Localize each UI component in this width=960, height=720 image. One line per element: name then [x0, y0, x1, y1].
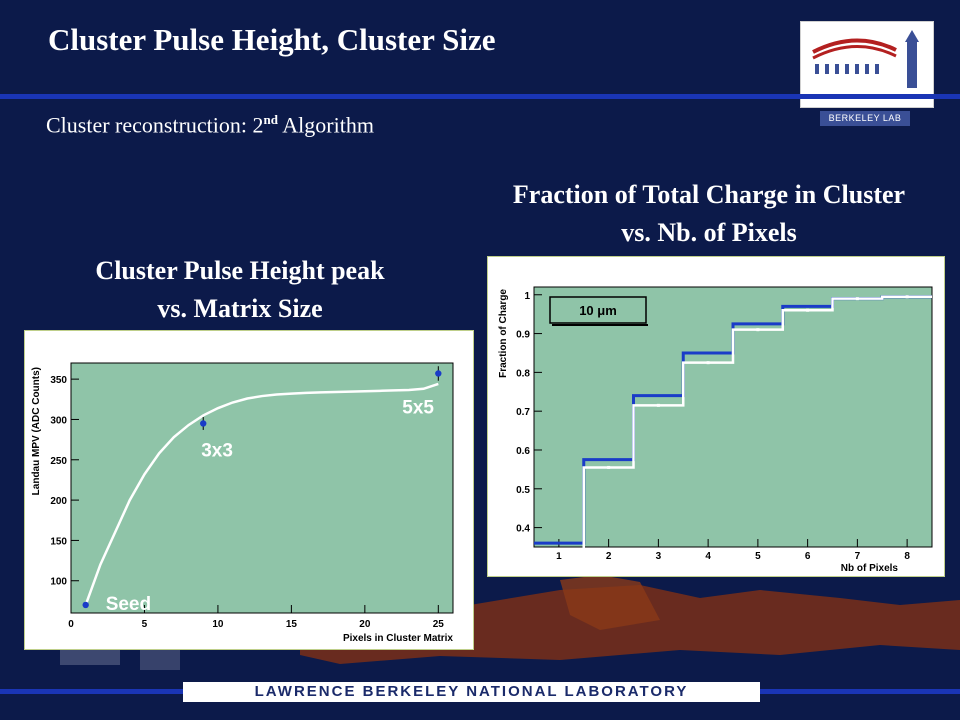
charge-fraction-chart-panel: 1 2 3 4 5 6 7 8 0.4 0.5 0.6 0.7 0.8 0.9 1 Nb of Pixels F… [487, 256, 945, 577]
x-tick-label: 5 [142, 619, 148, 630]
pulse-height-chart: 0 5 10 15 20 25 100 150 200 250 300 350 Pixels in Cl… [31, 362, 454, 644]
y-axis-label: Fraction of Charge [498, 289, 509, 378]
x-tick-label: 2 [606, 551, 612, 562]
point-label: Seed [106, 594, 151, 615]
x-axis-label: Nb of Pixels [841, 563, 899, 574]
x-tick-label: 5 [755, 551, 761, 562]
x-tick-label: 7 [855, 551, 861, 562]
step-point-marker [855, 297, 859, 301]
step-point-marker [656, 403, 660, 407]
annotation-box [549, 296, 647, 324]
x-tick-label: 25 [433, 619, 445, 630]
top-divider [0, 94, 960, 99]
data-point [200, 420, 207, 427]
step-point-marker [905, 295, 909, 299]
step-point-marker [806, 308, 810, 312]
y-tick-label: 0.7 [516, 407, 530, 418]
y-tick-label: 150 [50, 536, 67, 547]
left-chart-heading: Cluster Pulse Height peak vs. Matrix Siz… [30, 252, 450, 328]
data-point [435, 370, 442, 377]
pulse-height-chart-panel: 0 5 10 15 20 25 100 150 200 250 300 350 Pixels in Cl… [24, 330, 474, 650]
x-tick-label: 3 [656, 551, 662, 562]
x-axis-label: Pixels in Cluster Matrix [343, 633, 453, 644]
x-tick-label: 1 [556, 551, 562, 562]
y-tick-label: 200 [50, 496, 67, 507]
y-axis-label: Landau MPV (ADC Counts) [31, 367, 42, 495]
y-tick-label: 0.9 [516, 330, 530, 341]
step-point-marker [607, 465, 611, 469]
y-tick-label: 300 [50, 415, 67, 426]
x-tick-label: 20 [359, 619, 371, 630]
x-tick-label: 8 [904, 551, 910, 562]
right-chart-heading: Fraction of Total Charge in Cluster vs. … [460, 176, 958, 252]
y-tick-label: 250 [50, 456, 67, 467]
y-tick-label: 100 [50, 577, 67, 588]
x-tick-label: 0 [68, 619, 74, 630]
subtitle-superscript: nd [263, 112, 278, 127]
y-tick-label: 0.5 [516, 485, 530, 496]
berkeley-lab-logo-icon [812, 30, 919, 88]
right-heading-line2: vs. Nb. of Pixels [621, 218, 797, 247]
annotation-label: 10 μm [579, 303, 617, 318]
fit-curve [84, 382, 439, 606]
subtitle: Cluster reconstruction: 2nd Algorithm [46, 112, 374, 138]
point-label: 5x5 [402, 397, 434, 418]
footer-banner: LAWRENCE BERKELEY NATIONAL LABORATORY [183, 682, 760, 702]
x-tick-label: 10 [212, 619, 224, 630]
y-tick-label: 0.4 [516, 524, 530, 535]
y-tick-label: 350 [50, 375, 67, 386]
x-tick-label: 4 [705, 551, 711, 562]
right-heading-line1: Fraction of Total Charge in Cluster [512, 180, 906, 209]
y-tick-label: 1 [524, 291, 530, 302]
lab-logo: BERKELEY LAB [800, 21, 934, 126]
logo-label: BERKELEY LAB [820, 111, 910, 126]
subtitle-main: Cluster reconstruction: 2 [46, 112, 264, 138]
point-label: 3x3 [201, 440, 233, 461]
page-title: Cluster Pulse Height, Cluster Size [48, 22, 496, 57]
step-point-marker [706, 361, 710, 365]
subtitle-rest: Algorithm [277, 112, 374, 138]
x-tick-label: 15 [286, 619, 298, 630]
step-point-marker [756, 328, 760, 332]
data-point [82, 601, 89, 609]
left-heading-line1: Cluster Pulse Height peak [95, 256, 385, 285]
charge-fraction-chart: 1 2 3 4 5 6 7 8 0.4 0.5 0.6 0.7 0.8 0.9 1 Nb of Pixels F… [498, 286, 933, 574]
x-tick-label: 6 [805, 551, 811, 562]
left-heading-line2: vs. Matrix Size [157, 294, 323, 323]
y-tick-label: 0.8 [516, 368, 530, 379]
y-tick-label: 0.6 [516, 446, 530, 457]
plot-area [70, 362, 454, 614]
step-point-marker [557, 549, 561, 553]
